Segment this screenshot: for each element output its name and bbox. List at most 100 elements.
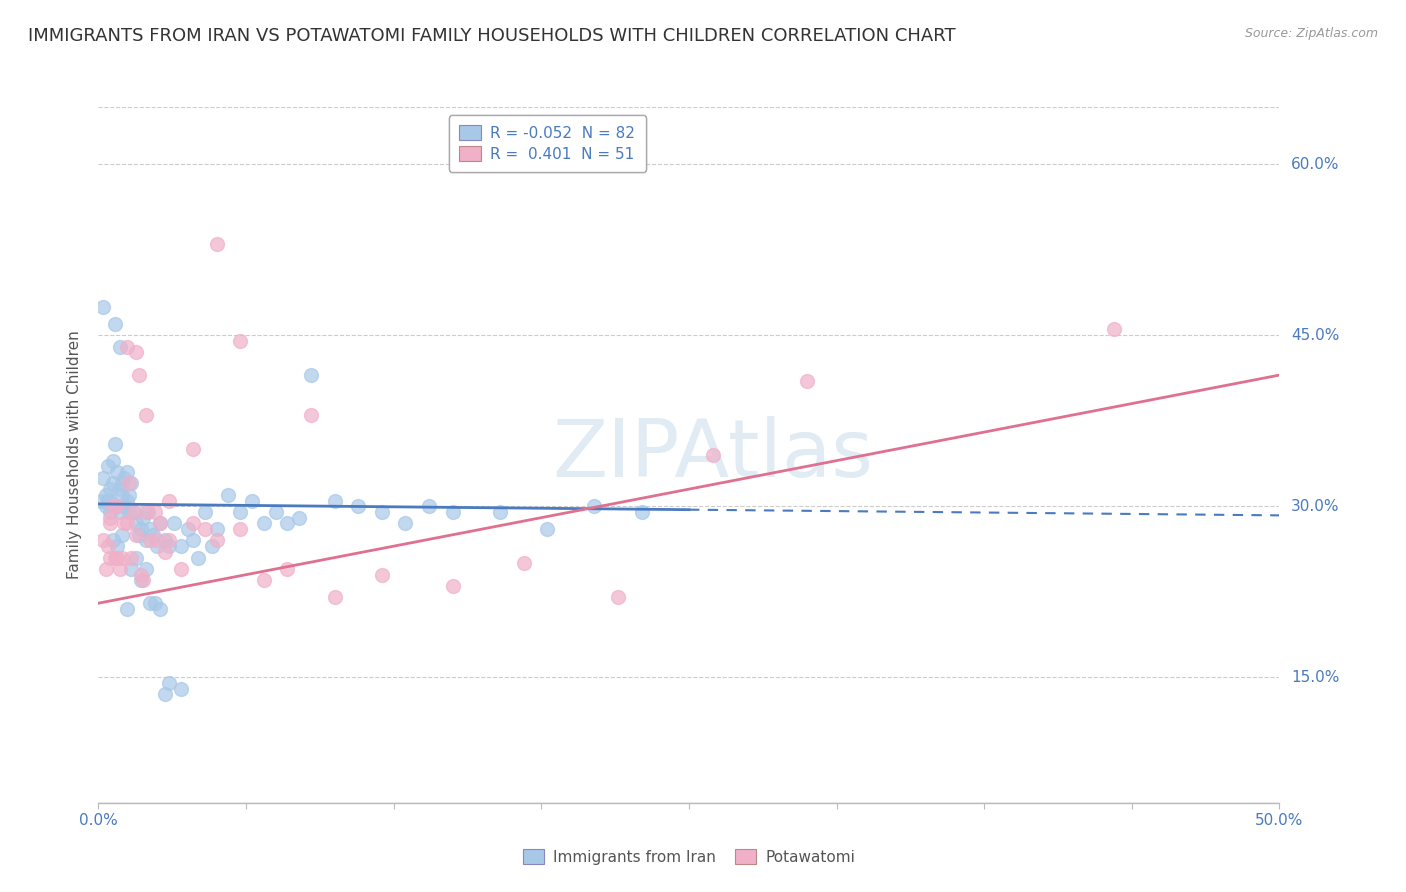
- Point: [94, 488, 117, 502]
- Point: [121, 476, 143, 491]
- Point: [118, 488, 141, 502]
- Point: [98, 493, 121, 508]
- Point: [347, 500, 370, 514]
- Point: [253, 574, 276, 588]
- Point: [143, 505, 166, 519]
- Point: [194, 505, 217, 519]
- Point: [136, 505, 159, 519]
- Point: [149, 516, 172, 531]
- Point: [135, 408, 157, 422]
- Text: Source: ZipAtlas.com: Source: ZipAtlas.com: [1244, 27, 1378, 40]
- Point: [299, 408, 322, 422]
- Point: [125, 516, 148, 531]
- Point: [149, 602, 172, 616]
- Point: [98, 516, 121, 531]
- Point: [702, 448, 724, 462]
- Point: [105, 500, 128, 514]
- Point: [146, 539, 169, 553]
- Point: [394, 516, 416, 531]
- Point: [264, 505, 287, 519]
- Point: [205, 522, 228, 536]
- Point: [240, 493, 263, 508]
- Point: [187, 550, 209, 565]
- Point: [108, 482, 131, 496]
- Point: [194, 522, 217, 536]
- Point: [288, 510, 311, 524]
- Point: [104, 550, 127, 565]
- Point: [121, 562, 143, 576]
- Point: [115, 602, 138, 616]
- Point: [1102, 322, 1125, 336]
- Point: [94, 562, 117, 576]
- Point: [125, 345, 148, 359]
- Point: [371, 505, 394, 519]
- Point: [105, 539, 128, 553]
- Point: [170, 562, 193, 576]
- Point: [125, 550, 148, 565]
- Point: [163, 516, 186, 531]
- Point: [115, 465, 138, 479]
- Point: [115, 516, 138, 531]
- Point: [98, 510, 121, 524]
- Point: [104, 500, 127, 514]
- Point: [149, 516, 172, 531]
- Point: [157, 676, 180, 690]
- Point: [101, 476, 124, 491]
- Point: [108, 340, 131, 354]
- Point: [101, 453, 124, 467]
- Point: [512, 556, 534, 570]
- Point: [371, 567, 394, 582]
- Point: [98, 482, 121, 496]
- Text: IMMIGRANTS FROM IRAN VS POTAWATOMI FAMILY HOUSEHOLDS WITH CHILDREN CORRELATION C: IMMIGRANTS FROM IRAN VS POTAWATOMI FAMIL…: [28, 27, 956, 45]
- Point: [583, 500, 606, 514]
- Point: [111, 550, 134, 565]
- Point: [489, 505, 512, 519]
- Point: [607, 591, 630, 605]
- Point: [129, 522, 152, 536]
- Point: [143, 596, 166, 610]
- Point: [91, 300, 114, 314]
- Y-axis label: Family Households with Children: Family Households with Children: [67, 331, 83, 579]
- Point: [97, 493, 120, 508]
- Point: [796, 374, 818, 388]
- Text: 45.0%: 45.0%: [1291, 327, 1340, 343]
- Point: [112, 516, 135, 531]
- Point: [97, 539, 120, 553]
- Point: [112, 500, 135, 514]
- Point: [418, 500, 440, 514]
- Point: [153, 545, 176, 559]
- Point: [91, 533, 114, 548]
- Legend: Immigrants from Iran, Potawatomi: Immigrants from Iran, Potawatomi: [512, 838, 866, 875]
- Point: [118, 476, 141, 491]
- Point: [205, 236, 228, 251]
- Point: [112, 471, 135, 485]
- Point: [111, 528, 134, 542]
- Point: [181, 516, 204, 531]
- Point: [128, 528, 150, 542]
- Point: [217, 488, 239, 502]
- Point: [104, 317, 127, 331]
- Point: [108, 562, 131, 576]
- Point: [181, 442, 204, 457]
- Point: [276, 562, 298, 576]
- Point: [94, 500, 117, 514]
- Point: [91, 471, 114, 485]
- Point: [122, 505, 145, 519]
- Point: [536, 522, 558, 536]
- Point: [229, 522, 252, 536]
- Point: [121, 550, 143, 565]
- Point: [135, 562, 157, 576]
- Point: [129, 567, 152, 582]
- Point: [253, 516, 276, 531]
- Point: [142, 528, 165, 542]
- Point: [101, 500, 124, 514]
- Point: [135, 505, 157, 519]
- Point: [105, 465, 128, 479]
- Point: [153, 533, 176, 548]
- Point: [146, 533, 169, 548]
- Point: [139, 522, 162, 536]
- Point: [125, 528, 148, 542]
- Point: [118, 505, 141, 519]
- Point: [129, 574, 152, 588]
- Point: [153, 688, 176, 702]
